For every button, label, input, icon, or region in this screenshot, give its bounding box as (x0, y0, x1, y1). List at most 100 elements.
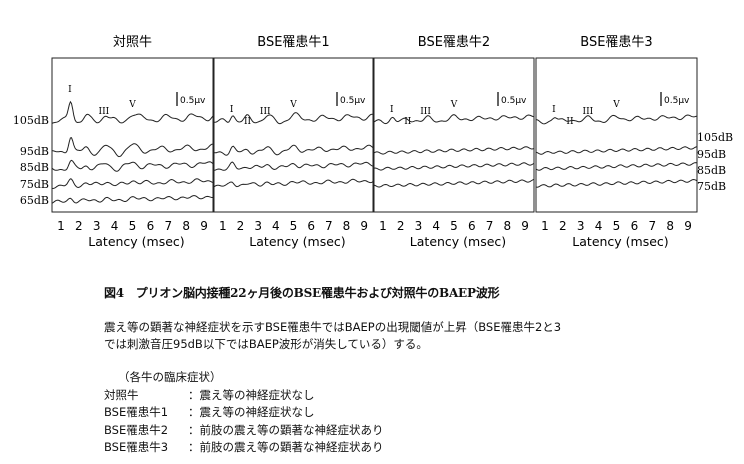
peak-label: III (420, 107, 431, 117)
x-tick-label: 1 (57, 219, 65, 233)
x-tick-label: 5 (450, 219, 458, 233)
panel-frame (535, 57, 698, 213)
baep-trace (536, 114, 698, 125)
scale-label: 0.5μv (664, 96, 690, 106)
figure-caption: 図4 プリオン脳内接種22ヶ月後のBSE罹患牛および対照牛のBAEP波形 (104, 286, 500, 300)
x-axis-label: Latency (msec) (88, 234, 184, 249)
x-tick-label: 5 (129, 219, 137, 233)
x-tick-label: 1 (379, 219, 387, 233)
x-tick-label: 2 (237, 219, 245, 233)
peak-label: I (552, 105, 556, 115)
x-axis-label: Latency (msec) (249, 234, 345, 249)
x-tick-label: 6 (307, 219, 315, 233)
x-tick-label: 9 (360, 219, 368, 233)
baep-trace (51, 100, 214, 124)
panel-frame (51, 57, 214, 213)
baep-trace (373, 178, 535, 188)
baep-trace (51, 195, 213, 204)
description-line-1: 震え等の顕著な神経症状を示すBSE罹患牛ではBAEPの出現閾値が上昇（BSE罹患… (104, 320, 562, 334)
cow-symptom: ：震え等の神経症状なし (188, 387, 315, 402)
x-tick-label: 9 (200, 219, 208, 233)
stimulus-level-label: 65dB (20, 194, 49, 207)
cow-name: BSE罹患牛2 (104, 422, 169, 437)
baep-trace (373, 146, 535, 155)
x-tick-label: 3 (415, 219, 423, 233)
clinical-row: BSE罹患牛2 ：前肢の震え等の顕著な神経症状あり (104, 422, 384, 440)
peak-label: V (289, 100, 297, 110)
scale-label: 0.5μv (501, 96, 527, 106)
panel-title: BSE罹患牛1 (257, 35, 329, 50)
panel-title: BSE罹患牛3 (580, 35, 652, 50)
x-tick-label: 9 (684, 219, 692, 233)
peak-label: V (612, 100, 620, 110)
cow-symptom: ：前肢の震え等の顕著な神経症状あり (188, 440, 384, 454)
cow-name: BSE罹患牛1 (104, 405, 169, 419)
baep-trace (213, 144, 374, 156)
peak-label: I (390, 105, 394, 115)
peak-label: III (260, 107, 271, 117)
stimulus-level-label: 75dB (20, 178, 49, 191)
baep-trace (213, 161, 374, 171)
description-line-2: では刺激音圧95dB以下ではBAEP波形が消失している）する。 (104, 337, 428, 351)
peak-label: III (99, 107, 110, 117)
stimulus-level-label: 75dB (697, 180, 726, 193)
figure-description: 震え等の顕著な神経症状を示すBSE罹患牛ではBAEPの出現閾値が上昇（BSE罹患… (104, 319, 704, 353)
baep-trace (373, 162, 535, 171)
peak-label: I (68, 85, 72, 95)
stimulus-level-label: 95dB (697, 148, 726, 161)
peak-label: V (450, 100, 458, 110)
peak-label: II (244, 117, 252, 127)
peak-label: I (230, 105, 234, 115)
x-tick-label: 4 (432, 219, 440, 233)
panel-frame (213, 57, 374, 213)
baep-trace (213, 178, 374, 188)
baep-trace (51, 137, 214, 158)
x-tick-label: 3 (577, 219, 585, 233)
peak-label: II (566, 117, 574, 127)
x-tick-label: 2 (75, 219, 83, 233)
x-tick-label: 6 (147, 219, 155, 233)
cow-name: BSE罹患牛3 (104, 440, 169, 454)
peak-label: V (128, 100, 136, 110)
cow-symptom: ：前肢の震え等の顕著な神経症状あり (188, 422, 384, 437)
x-tick-label: 8 (666, 219, 674, 233)
x-tick-label: 5 (290, 219, 298, 233)
cow-symptom: ：震え等の神経症状なし (188, 405, 315, 419)
panel-frame (373, 57, 535, 213)
scale-label: 0.5μv (180, 96, 206, 106)
baep-trace (535, 146, 698, 155)
clinical-row: 対照牛 ：震え等の神経症状なし (104, 387, 384, 405)
panel-title: 対照牛 (113, 35, 152, 50)
clinical-header: （各牛の臨床症状） (118, 370, 222, 384)
x-tick-label: 4 (595, 219, 603, 233)
x-tick-label: 9 (521, 219, 529, 233)
baep-trace (535, 162, 698, 171)
x-tick-label: 7 (164, 219, 172, 233)
baep-trace (214, 112, 374, 125)
stimulus-level-label: 105dB (697, 131, 733, 144)
x-tick-label: 6 (631, 219, 639, 233)
x-tick-label: 6 (468, 219, 476, 233)
x-tick-label: 4 (272, 219, 280, 233)
panel-title: BSE罹患牛2 (418, 35, 490, 50)
scale-label: 0.5μv (340, 96, 366, 106)
x-tick-label: 8 (343, 219, 351, 233)
peak-label: II (404, 117, 412, 127)
x-tick-label: 4 (111, 219, 119, 233)
x-tick-label: 2 (397, 219, 405, 233)
x-tick-label: 8 (182, 219, 190, 233)
baep-trace (535, 178, 698, 188)
x-tick-label: 7 (486, 219, 494, 233)
peak-label: III (583, 107, 594, 117)
x-tick-label: 5 (613, 219, 621, 233)
x-tick-label: 7 (325, 219, 333, 233)
baep-trace (51, 159, 214, 172)
x-tick-label: 8 (504, 219, 512, 233)
x-tick-label: 1 (541, 219, 549, 233)
stimulus-level-label: 85dB (20, 161, 49, 174)
x-tick-label: 2 (559, 219, 567, 233)
baep-trace (373, 114, 535, 125)
x-tick-label: 1 (219, 219, 227, 233)
x-tick-label: 3 (93, 219, 101, 233)
